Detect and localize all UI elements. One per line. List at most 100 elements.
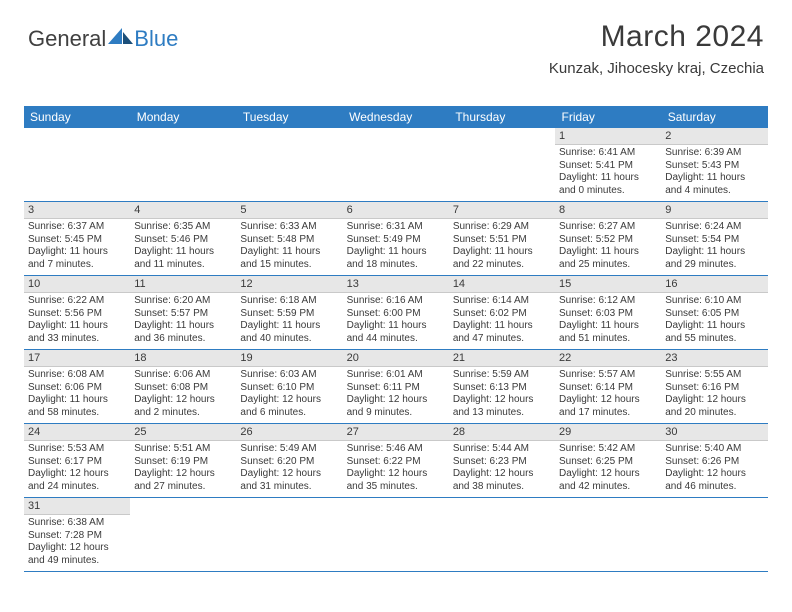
day-line: Sunrise: 5:42 AM	[559, 443, 657, 456]
day-number: 22	[555, 350, 661, 367]
day-line: Daylight: 12 hours	[559, 394, 657, 407]
day-line: and 33 minutes.	[28, 333, 126, 346]
day-line: and 58 minutes.	[28, 407, 126, 420]
day-line: Sunset: 5:48 PM	[240, 234, 338, 247]
day-line: Sunrise: 6:29 AM	[453, 221, 551, 234]
day-line: and 9 minutes.	[347, 407, 445, 420]
day-number: 16	[661, 276, 767, 293]
day-line: Sunset: 5:41 PM	[559, 160, 657, 173]
day-details: Sunrise: 5:42 AMSunset: 6:25 PMDaylight:…	[555, 441, 661, 497]
calendar-cell	[343, 128, 449, 202]
page-title: March 2024	[549, 20, 764, 54]
day-line: and 29 minutes.	[665, 259, 763, 272]
day-line: and 13 minutes.	[453, 407, 551, 420]
day-details: Sunrise: 6:31 AMSunset: 5:49 PMDaylight:…	[343, 219, 449, 275]
day-details: Sunrise: 6:22 AMSunset: 5:56 PMDaylight:…	[24, 293, 130, 349]
day-line: Daylight: 11 hours	[665, 246, 763, 259]
calendar-row: 24Sunrise: 5:53 AMSunset: 6:17 PMDayligh…	[24, 424, 768, 498]
calendar-cell: 3Sunrise: 6:37 AMSunset: 5:45 PMDaylight…	[24, 202, 130, 276]
day-line: Sunrise: 6:35 AM	[134, 221, 232, 234]
calendar-cell: 14Sunrise: 6:14 AMSunset: 6:02 PMDayligh…	[449, 276, 555, 350]
weekday-header: Sunday	[24, 106, 130, 128]
calendar-cell	[343, 498, 449, 572]
day-line: and 38 minutes.	[453, 481, 551, 494]
day-line: Sunset: 6:10 PM	[240, 382, 338, 395]
brand-logo: General Blue	[28, 26, 178, 52]
day-line: Sunrise: 6:33 AM	[240, 221, 338, 234]
day-details: Sunrise: 6:41 AMSunset: 5:41 PMDaylight:…	[555, 145, 661, 201]
day-number: 8	[555, 202, 661, 219]
day-number: 14	[449, 276, 555, 293]
day-line: Daylight: 12 hours	[347, 394, 445, 407]
day-line: Daylight: 11 hours	[134, 320, 232, 333]
day-line: Sunrise: 5:51 AM	[134, 443, 232, 456]
day-details: Sunrise: 6:37 AMSunset: 5:45 PMDaylight:…	[24, 219, 130, 275]
day-line: Sunset: 5:45 PM	[28, 234, 126, 247]
day-line: Daylight: 11 hours	[240, 320, 338, 333]
calendar-row: 1Sunrise: 6:41 AMSunset: 5:41 PMDaylight…	[24, 128, 768, 202]
day-line: Sunrise: 5:46 AM	[347, 443, 445, 456]
calendar-cell	[236, 498, 342, 572]
day-line: Sunset: 5:59 PM	[240, 308, 338, 321]
day-number: 17	[24, 350, 130, 367]
day-number: 3	[24, 202, 130, 219]
day-number: 28	[449, 424, 555, 441]
day-line: and 7 minutes.	[28, 259, 126, 272]
day-line: Sunset: 6:20 PM	[240, 456, 338, 469]
calendar-cell: 17Sunrise: 6:08 AMSunset: 6:06 PMDayligh…	[24, 350, 130, 424]
day-details: Sunrise: 6:12 AMSunset: 6:03 PMDaylight:…	[555, 293, 661, 349]
day-number: 12	[236, 276, 342, 293]
header-right: March 2024 Kunzak, Jihocesky kraj, Czech…	[549, 20, 764, 77]
day-line: Sunrise: 5:53 AM	[28, 443, 126, 456]
day-number: 11	[130, 276, 236, 293]
day-line: Daylight: 11 hours	[453, 320, 551, 333]
day-line: Daylight: 12 hours	[28, 542, 126, 555]
day-line: Sunrise: 6:41 AM	[559, 147, 657, 160]
calendar-cell: 24Sunrise: 5:53 AMSunset: 6:17 PMDayligh…	[24, 424, 130, 498]
calendar-cell	[130, 498, 236, 572]
day-line: Sunrise: 6:16 AM	[347, 295, 445, 308]
day-line: Daylight: 12 hours	[665, 394, 763, 407]
day-line: Sunset: 6:16 PM	[665, 382, 763, 395]
sail-icon	[108, 26, 134, 46]
day-line: and 44 minutes.	[347, 333, 445, 346]
day-line: Daylight: 12 hours	[240, 394, 338, 407]
day-line: Sunset: 5:51 PM	[453, 234, 551, 247]
calendar-cell: 13Sunrise: 6:16 AMSunset: 6:00 PMDayligh…	[343, 276, 449, 350]
day-line: Sunset: 5:52 PM	[559, 234, 657, 247]
day-line: and 24 minutes.	[28, 481, 126, 494]
day-number: 15	[555, 276, 661, 293]
day-details: Sunrise: 5:55 AMSunset: 6:16 PMDaylight:…	[661, 367, 767, 423]
calendar-cell: 16Sunrise: 6:10 AMSunset: 6:05 PMDayligh…	[661, 276, 767, 350]
day-line: Daylight: 12 hours	[665, 468, 763, 481]
day-number: 31	[24, 498, 130, 515]
calendar-cell	[449, 498, 555, 572]
day-details: Sunrise: 6:27 AMSunset: 5:52 PMDaylight:…	[555, 219, 661, 275]
day-line: Sunrise: 5:44 AM	[453, 443, 551, 456]
day-line: Sunrise: 6:27 AM	[559, 221, 657, 234]
calendar-cell	[661, 498, 767, 572]
day-details: Sunrise: 5:59 AMSunset: 6:13 PMDaylight:…	[449, 367, 555, 423]
day-details: Sunrise: 6:18 AMSunset: 5:59 PMDaylight:…	[236, 293, 342, 349]
day-line: and 40 minutes.	[240, 333, 338, 346]
day-details: Sunrise: 6:33 AMSunset: 5:48 PMDaylight:…	[236, 219, 342, 275]
day-number: 26	[236, 424, 342, 441]
calendar-row: 3Sunrise: 6:37 AMSunset: 5:45 PMDaylight…	[24, 202, 768, 276]
calendar-cell: 2Sunrise: 6:39 AMSunset: 5:43 PMDaylight…	[661, 128, 767, 202]
calendar-cell: 9Sunrise: 6:24 AMSunset: 5:54 PMDaylight…	[661, 202, 767, 276]
day-number: 6	[343, 202, 449, 219]
day-line: Daylight: 12 hours	[559, 468, 657, 481]
day-line: Sunrise: 5:57 AM	[559, 369, 657, 382]
calendar-cell: 7Sunrise: 6:29 AMSunset: 5:51 PMDaylight…	[449, 202, 555, 276]
day-details: Sunrise: 6:35 AMSunset: 5:46 PMDaylight:…	[130, 219, 236, 275]
calendar-table: SundayMondayTuesdayWednesdayThursdayFrid…	[24, 106, 768, 572]
calendar-cell	[236, 128, 342, 202]
day-line: Sunrise: 6:10 AM	[665, 295, 763, 308]
day-line: Sunset: 6:05 PM	[665, 308, 763, 321]
day-line: Sunrise: 6:12 AM	[559, 295, 657, 308]
day-line: Sunrise: 6:22 AM	[28, 295, 126, 308]
day-details: Sunrise: 6:20 AMSunset: 5:57 PMDaylight:…	[130, 293, 236, 349]
day-line: Daylight: 11 hours	[28, 246, 126, 259]
day-line: Sunset: 5:43 PM	[665, 160, 763, 173]
day-line: Daylight: 12 hours	[453, 468, 551, 481]
